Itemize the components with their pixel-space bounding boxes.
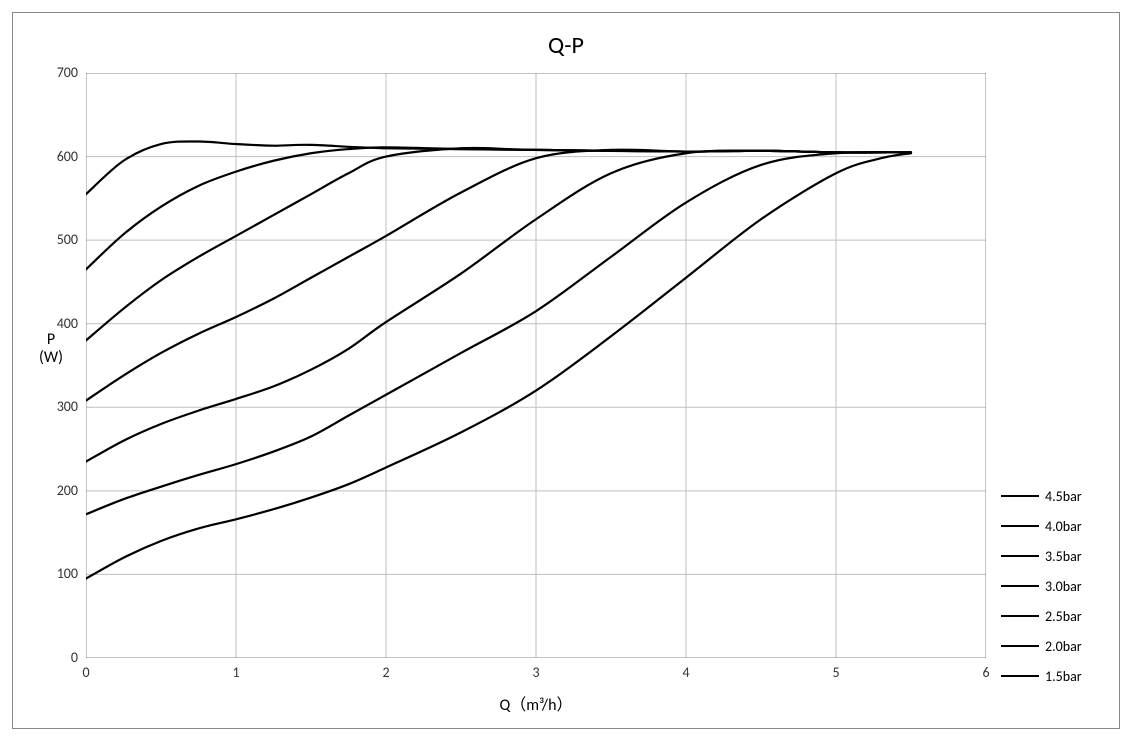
legend-swatch — [1001, 525, 1039, 527]
legend-label: 3.0bar — [1045, 578, 1082, 595]
series-line-2-5bar — [86, 151, 911, 462]
legend-item: 1.5bar — [1001, 661, 1111, 691]
x-tick-label: 3 — [516, 664, 556, 681]
legend-label: 3.5bar — [1045, 548, 1082, 565]
x-tick-label: 6 — [966, 664, 1006, 681]
legend-swatch — [1001, 555, 1039, 557]
y-tick-label: 400 — [38, 315, 78, 332]
legend-label: 4.0bar — [1045, 518, 1082, 535]
legend: 4.5bar 4.0bar 3.5bar 3.0bar 2.5bar 2.0bar 1.5b… — [1001, 481, 1111, 691]
y-tick-label: 600 — [38, 148, 78, 165]
legend-swatch — [1001, 675, 1039, 677]
legend-swatch — [1001, 645, 1039, 647]
legend-item: 2.5bar — [1001, 601, 1111, 631]
x-axis-label: Q（m³/h） — [86, 691, 986, 715]
series-line-3-0bar — [86, 150, 911, 401]
plot-area — [86, 73, 986, 658]
y-tick-label: 100 — [38, 565, 78, 582]
series-line-1-5bar — [86, 153, 911, 578]
x-tick-label: 1 — [216, 664, 256, 681]
x-tick-label: 2 — [366, 664, 406, 681]
legend-label: 2.5bar — [1045, 608, 1082, 625]
legend-label: 1.5bar — [1045, 668, 1082, 685]
legend-item: 2.0bar — [1001, 631, 1111, 661]
legend-item: 4.5bar — [1001, 481, 1111, 511]
legend-label: 2.0bar — [1045, 638, 1082, 655]
y-tick-label: 500 — [38, 231, 78, 248]
series-line-3-5bar — [86, 148, 911, 341]
y-axis-label: P (W) — [31, 331, 71, 366]
chart-frame: Q-P P (W) Q（m³/h） 0 1 2 3 4 5 6 0 100 200 300 400 5… — [12, 12, 1120, 729]
x-tick-label: 0 — [66, 664, 106, 681]
series-line-2-0bar — [86, 152, 911, 514]
legend-swatch — [1001, 585, 1039, 587]
x-tick-label: 4 — [666, 664, 706, 681]
y-tick-label: 200 — [38, 482, 78, 499]
y-tick-label: 0 — [38, 649, 78, 666]
legend-item: 3.0bar — [1001, 571, 1111, 601]
y-tick-label: 700 — [38, 64, 78, 81]
y-axis-label-line-1: P — [31, 331, 71, 349]
legend-item: 4.0bar — [1001, 511, 1111, 541]
y-tick-label: 300 — [38, 398, 78, 415]
legend-label: 4.5bar — [1045, 488, 1082, 505]
legend-item: 3.5bar — [1001, 541, 1111, 571]
x-tick-label: 5 — [816, 664, 856, 681]
legend-swatch — [1001, 495, 1039, 497]
legend-swatch — [1001, 615, 1039, 617]
y-axis-label-line-2: (W) — [31, 349, 71, 367]
chart-title: Q-P — [13, 31, 1119, 60]
